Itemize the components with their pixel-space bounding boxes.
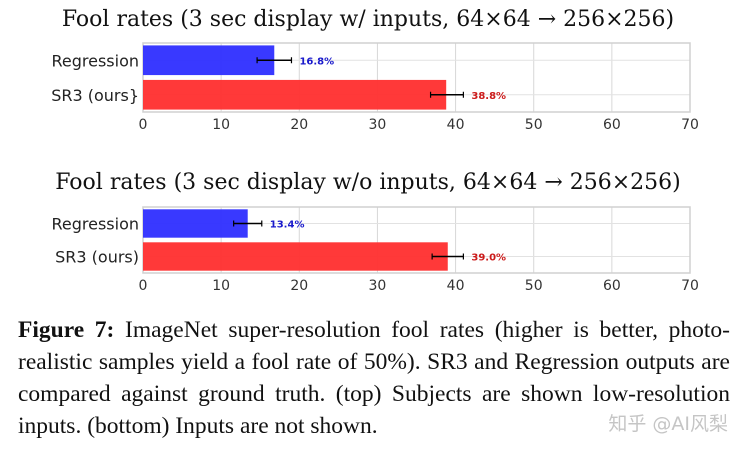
figure-charts: Fool rates (3 sec display w/ inputs, 64×… [51, 7, 699, 294]
category-label: SR3 (ours} [51, 86, 139, 105]
x-tick-label: 50 [525, 278, 543, 294]
data-label: 16.8% [299, 56, 334, 67]
x-tick-label: 70 [681, 117, 699, 133]
plot-frame [142, 206, 691, 274]
x-tick-label: 10 [212, 117, 230, 133]
watermark: 知乎 @AI风梨 [608, 413, 728, 435]
x-tick-label: 0 [139, 117, 148, 133]
x-tick-label: 0 [139, 278, 148, 294]
category-label: SR3 (ours) [55, 248, 139, 267]
chart-title: Fool rates (3 sec display w/ inputs, 64×… [62, 7, 674, 32]
data-label: 39.0% [471, 253, 506, 264]
x-tick-label: 60 [603, 117, 621, 133]
x-tick-label: 10 [212, 278, 230, 294]
caption-label: Figure 7: [18, 317, 115, 343]
category-label: Regression [51, 215, 139, 234]
chart-title: Fool rates (3 sec display w/o inputs, 64… [55, 170, 681, 195]
x-tick-label: 30 [369, 117, 387, 133]
x-tick-label: 20 [290, 117, 308, 133]
x-tick-label: 40 [447, 117, 465, 133]
x-tick-label: 30 [369, 278, 387, 294]
x-tick-label: 40 [447, 278, 465, 294]
x-tick-label: 70 [681, 278, 699, 294]
chart-1: Fool rates (3 sec display w/ inputs, 64×… [51, 7, 699, 133]
category-label: Regression [51, 51, 139, 70]
data-label: 13.4% [270, 220, 305, 231]
plot-frame [142, 42, 691, 113]
data-label: 38.8% [471, 91, 506, 102]
x-tick-label: 60 [603, 278, 621, 294]
x-tick-label: 50 [525, 117, 543, 133]
caption-text: ImageNet super-resolution fool rates (hi… [18, 317, 730, 439]
chart-2: Fool rates (3 sec display w/o inputs, 64… [51, 170, 698, 294]
figure-caption: Figure 7: ImageNet super-resolution fool… [18, 314, 730, 442]
bar [143, 209, 248, 238]
bar [143, 45, 275, 76]
x-tick-label: 20 [290, 278, 308, 294]
bar [143, 79, 447, 110]
bar [143, 242, 448, 271]
